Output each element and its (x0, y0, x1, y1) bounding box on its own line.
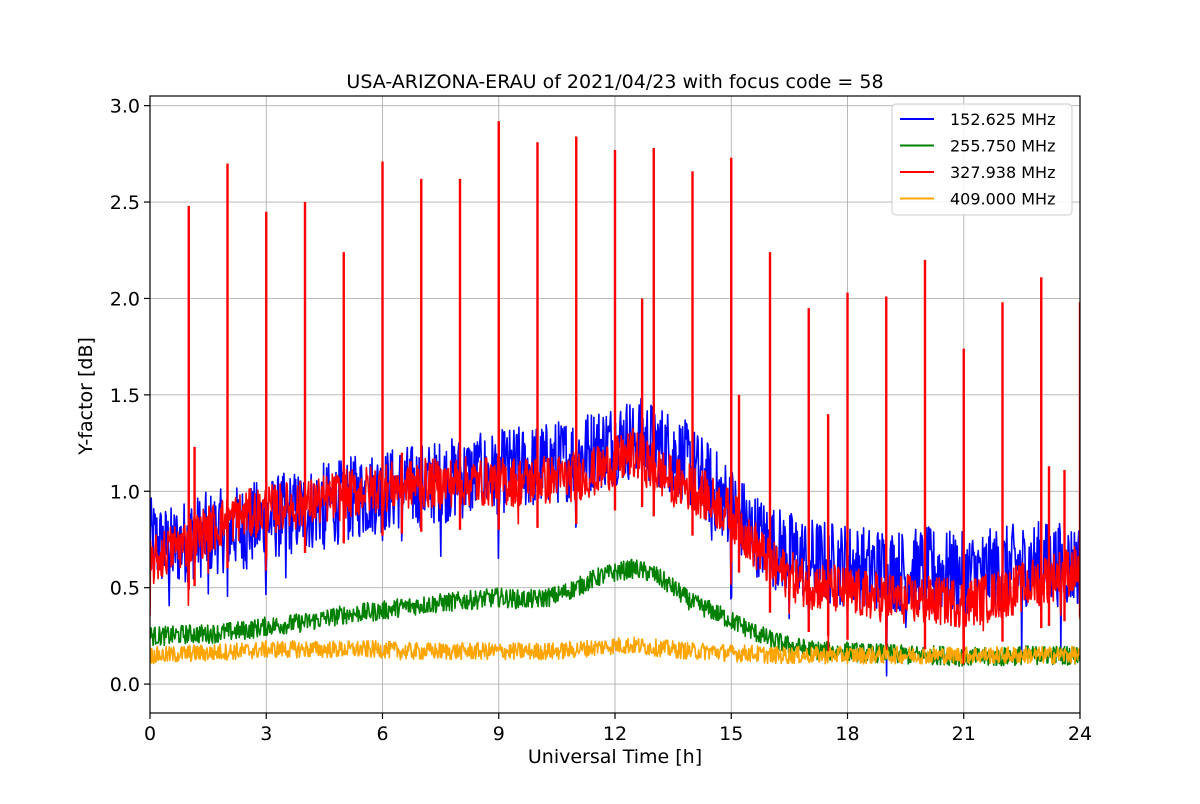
y-tick-label-5: 2.5 (110, 192, 140, 214)
x-tick-label-5: 15 (719, 723, 743, 745)
legend: 152.625 MHz 255.750 MHz 327.938 MHz 409.000… (891, 103, 1073, 216)
y-tick-label-6: 3.0 (110, 96, 140, 118)
series-2 (150, 121, 1080, 665)
x-axis-label: Universal Time [h] (528, 746, 702, 768)
y-tick-label-3: 1.5 (110, 385, 140, 407)
legend-label-1: 255.750 MHz (950, 137, 1055, 156)
legend-label-2: 327.938 MHz (950, 163, 1055, 182)
x-tick-label-6: 18 (835, 723, 859, 745)
x-tick-label-8: 24 (1068, 723, 1092, 745)
x-tick-label-0: 0 (144, 723, 156, 745)
x-tick-label-4: 12 (603, 723, 627, 745)
axes: 0 3 6 9 12 15 18 21 24 0.0 0.5 1.0 1.5 2.0 2.5 3.0 (110, 95, 1092, 745)
y-tick-label-0: 0.0 (110, 674, 140, 696)
x-tick-label-3: 9 (493, 723, 505, 745)
x-tick-label-2: 6 (376, 723, 388, 745)
series-line-3 (150, 636, 1080, 665)
y-tick-label-2: 1.0 (110, 481, 140, 503)
chart-title: USA-ARIZONA-ERAU of 2021/04/23 with focu… (346, 71, 883, 93)
y-tick-label-4: 2.0 (110, 288, 140, 310)
series-layer (150, 121, 1080, 677)
x-tick-label-1: 3 (260, 723, 272, 745)
y-axis-label: Y-factor [dB] (75, 337, 97, 456)
y-tick-label-1: 0.5 (110, 578, 140, 600)
x-tick-label-7: 21 (952, 723, 976, 745)
legend-label-0: 152.625 MHz (950, 110, 1055, 129)
series-3 (150, 636, 1080, 665)
legend-label-3: 409.000 MHz (950, 190, 1055, 209)
legend-box (891, 103, 1073, 216)
